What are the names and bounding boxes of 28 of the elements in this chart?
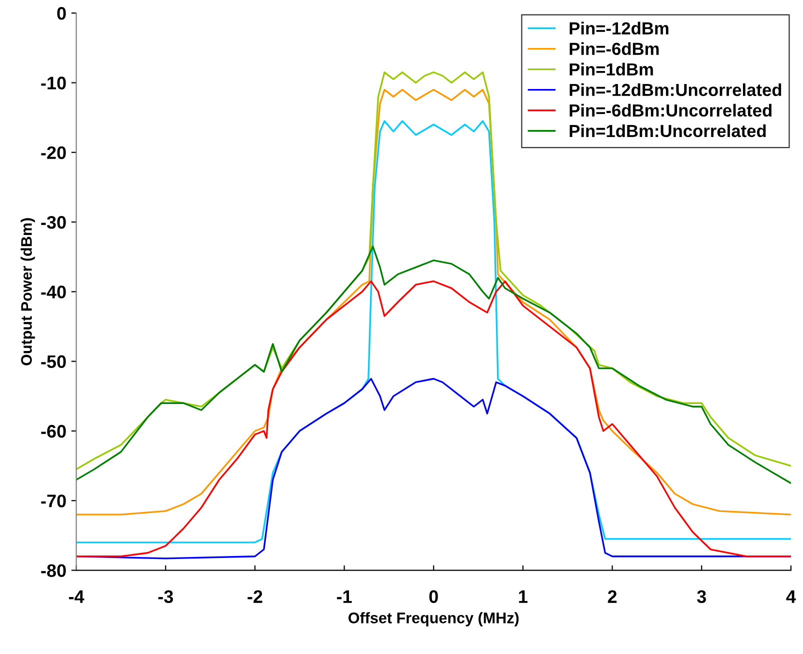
- x-tick-label: 4: [786, 590, 796, 603]
- x-tick-label: -2: [248, 590, 262, 603]
- x-tick-label: 1: [519, 590, 528, 603]
- legend-label: Pin=-12dBm: [570, 22, 668, 35]
- x-tick-label: 2: [608, 590, 617, 603]
- legend-label: Pin=1dBm: [570, 62, 653, 76]
- y-tick-label: -60: [41, 424, 66, 438]
- x-tick-label: 0: [429, 590, 438, 603]
- y-tick-label: -30: [41, 216, 66, 229]
- legend-label: Pin=-6dBm: [570, 42, 659, 56]
- y-axis-title: Output Power (dBm): [20, 218, 35, 366]
- x-tick-label: 3: [697, 590, 706, 604]
- x-tick-label: -1: [336, 590, 352, 603]
- line-series: [76, 280, 791, 558]
- x-tick-label: -4: [68, 590, 84, 603]
- y-tick-label: -70: [41, 494, 66, 508]
- y-tick-label: -20: [41, 146, 66, 160]
- y-tick-label: -50: [41, 355, 66, 368]
- y-tick-label: -40: [41, 286, 66, 298]
- legend-label: Pin=-12dBm:Uncorrelated: [570, 83, 782, 96]
- legend-label: Pin=-6dBm:Uncorrelated: [570, 104, 772, 117]
- legend-label: Pin=1dBm:Uncorrelated: [570, 124, 766, 138]
- line-series: [76, 246, 791, 484]
- y-tick-label: 0: [57, 7, 66, 20]
- x-axis-title: Offset Frequency (MHz): [348, 612, 519, 626]
- x-tick-label: -3: [158, 590, 173, 604]
- y-tick-label: -80: [41, 564, 66, 578]
- y-tick-label: -10: [41, 76, 66, 90]
